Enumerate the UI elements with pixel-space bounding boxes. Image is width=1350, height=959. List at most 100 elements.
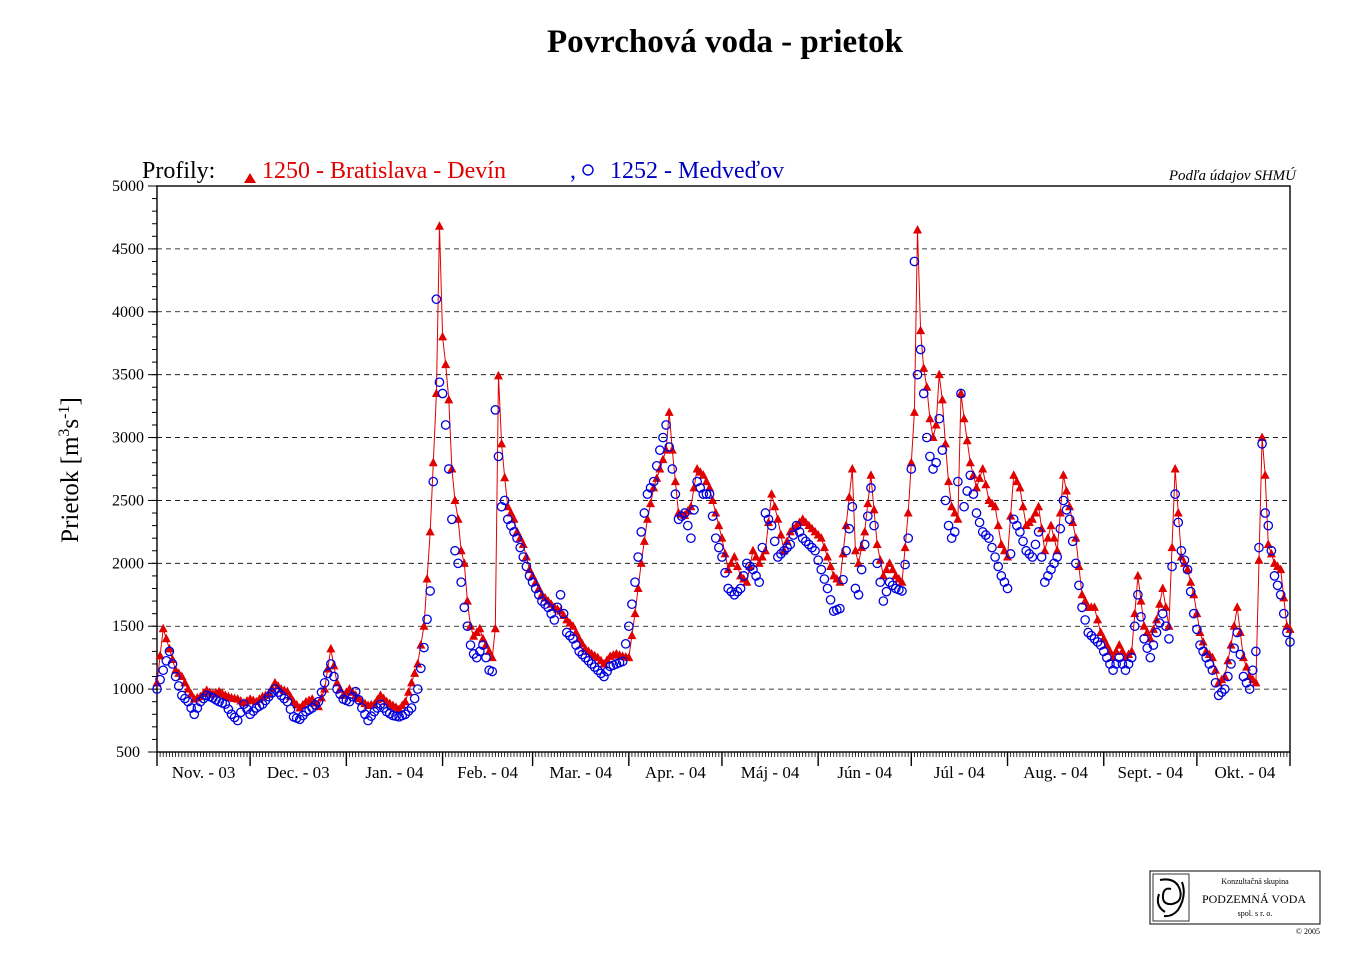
data-point — [1170, 489, 1180, 500]
data-point — [881, 564, 891, 574]
data-point — [676, 511, 687, 522]
data-point — [630, 608, 640, 618]
data-point — [944, 476, 954, 486]
data-point — [639, 508, 650, 518]
data-point — [239, 699, 249, 710]
data-point — [1015, 527, 1025, 537]
data-point — [770, 501, 780, 511]
data-point — [729, 552, 739, 561]
data-point — [853, 589, 864, 600]
data-point — [627, 630, 637, 640]
data-point — [1018, 536, 1028, 547]
logo-line-2: PODZEMNÁ VODA — [1202, 892, 1306, 906]
data-point — [1129, 621, 1140, 632]
data-point — [158, 665, 169, 676]
data-point — [1285, 624, 1295, 633]
data-point — [428, 476, 439, 487]
data-point — [574, 646, 585, 657]
data-point — [912, 369, 923, 380]
data-point — [1058, 470, 1068, 479]
data-point — [925, 451, 935, 462]
month-label: Mar. - 04 — [549, 763, 612, 782]
data-point — [329, 660, 339, 670]
data-point — [409, 693, 420, 704]
data-point — [434, 221, 444, 230]
data-point — [729, 589, 740, 600]
data-point — [844, 492, 854, 501]
data-point — [577, 649, 588, 660]
data-point — [996, 539, 1006, 548]
data-point — [751, 552, 761, 561]
data-point — [956, 388, 966, 399]
data-point — [704, 489, 715, 500]
data-point — [1278, 608, 1289, 619]
data-point — [850, 545, 860, 555]
data-point — [1092, 637, 1103, 647]
y-tick-label: 500 — [116, 744, 140, 761]
data-point — [1005, 549, 1016, 559]
data-point — [800, 536, 811, 547]
y-tick-label: 2000 — [112, 555, 144, 572]
data-point — [878, 596, 889, 606]
y-tick-label: 4000 — [112, 304, 144, 321]
data-point — [400, 696, 410, 706]
data-point — [1219, 684, 1230, 694]
data-point — [1275, 589, 1286, 600]
data-point — [757, 552, 767, 561]
data-point — [170, 671, 181, 682]
data-point — [515, 533, 525, 542]
data-point — [667, 464, 678, 474]
data-point — [441, 359, 451, 369]
data-point — [1257, 432, 1267, 442]
data-point — [173, 681, 184, 691]
data-point — [741, 558, 752, 569]
data-point — [863, 498, 873, 508]
data-point — [155, 650, 165, 660]
data-point — [276, 690, 287, 701]
data-point — [518, 539, 528, 548]
month-label: Feb. - 04 — [457, 763, 518, 782]
data-point — [1266, 548, 1276, 558]
data-point — [1133, 589, 1143, 600]
data-point — [1037, 523, 1047, 533]
data-point — [726, 586, 737, 597]
y-tick-label: 3000 — [112, 430, 144, 447]
data-point — [332, 677, 342, 687]
data-point — [415, 663, 426, 674]
data-point — [1254, 555, 1264, 564]
data-point — [1192, 624, 1202, 635]
data-point — [478, 640, 488, 650]
data-point — [841, 520, 851, 530]
data-point — [1220, 671, 1230, 681]
data-point — [965, 470, 976, 481]
data-point — [977, 527, 988, 537]
data-point — [1136, 596, 1146, 605]
data-point — [950, 508, 960, 517]
data-point — [353, 694, 364, 705]
data-point — [1247, 665, 1258, 676]
data-point — [1070, 558, 1081, 569]
data-point — [1167, 561, 1177, 572]
data-point — [447, 464, 457, 473]
data-point — [568, 621, 578, 630]
data-point — [686, 501, 696, 511]
month-label: Okt. - 04 — [1215, 763, 1276, 782]
data-point — [1139, 621, 1149, 630]
data-point — [326, 643, 336, 653]
data-point — [413, 658, 423, 668]
data-point — [947, 501, 957, 511]
data-point — [1030, 508, 1040, 517]
data-point — [1198, 636, 1208, 646]
data-point — [1089, 633, 1100, 644]
data-point — [273, 687, 283, 698]
data-point — [1223, 671, 1233, 682]
data-point — [534, 583, 544, 592]
data-point — [1077, 589, 1087, 599]
data-point — [1285, 637, 1295, 647]
data-point — [866, 470, 876, 479]
data-point — [1223, 655, 1233, 665]
data-point — [1024, 549, 1035, 559]
data-point — [450, 495, 460, 504]
data-point — [444, 394, 454, 404]
